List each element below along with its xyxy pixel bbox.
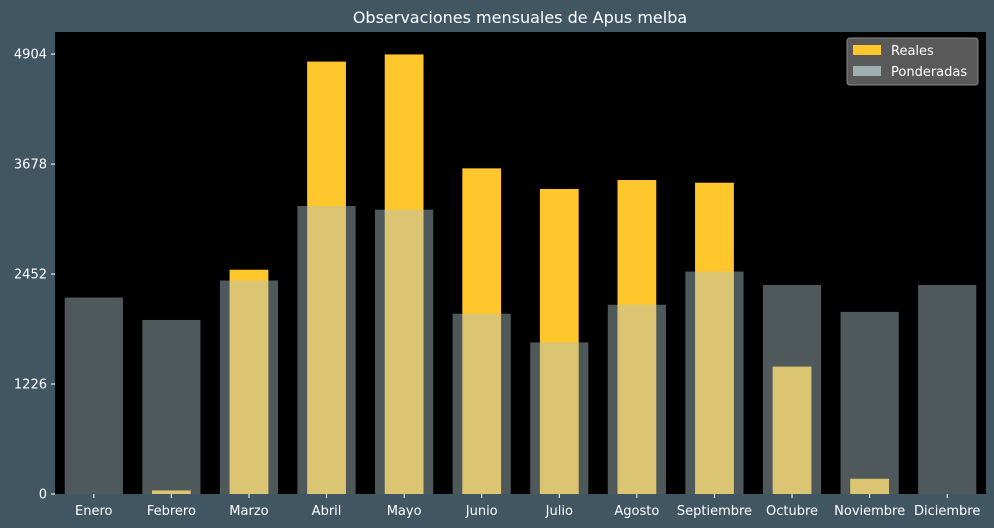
x-tick-label: Agosto — [614, 504, 659, 519]
bar-reales-mayo — [384, 54, 424, 494]
x-tick-label: Octubre — [766, 504, 818, 519]
bar-ponderadas-octubre — [762, 284, 822, 494]
legend-label-ponderadas: Ponderadas — [891, 65, 967, 80]
legend: Reales Ponderadas — [846, 37, 979, 86]
legend-swatch-ponderadas — [853, 66, 881, 76]
x-tick-label: Septiembre — [677, 504, 752, 519]
x-tick-label: Junio — [465, 504, 498, 519]
bar-reales-septiembre — [695, 182, 734, 494]
x-tick-label: Febrero — [147, 504, 196, 519]
x-tick-label: Abril — [312, 504, 342, 519]
y-tick-label: 3678 — [14, 158, 47, 173]
bar-ponderadas-marzo — [219, 280, 279, 494]
bar-ponderadas-junio — [452, 313, 511, 494]
legend-swatch-reales — [853, 45, 881, 55]
bar-ponderadas-diciembre — [918, 284, 977, 494]
bar-reales-febrero — [151, 490, 191, 494]
x-tick-label: Noviembre — [834, 504, 905, 519]
bar-ponderadas-abril — [297, 206, 356, 494]
bar-reales-agosto — [617, 180, 657, 495]
bar-ponderadas-agosto — [607, 304, 666, 494]
y-tick-label: 0 — [39, 488, 47, 503]
bar-ponderadas-febrero — [142, 319, 201, 494]
x-tick-label: Diciembre — [914, 504, 980, 519]
bar-reales-noviembre — [850, 478, 890, 494]
bar-reales-octubre — [772, 366, 812, 494]
bar-reales-junio — [462, 168, 502, 494]
x-tick-label: Enero — [75, 504, 113, 519]
bar-reales-julio — [539, 188, 579, 494]
bar-reales-abril — [307, 61, 346, 494]
x-tick-label: Marzo — [229, 504, 268, 519]
y-tick-label: 4904 — [14, 48, 47, 63]
y-tick-label: 1226 — [14, 378, 47, 393]
bar-ponderadas-julio — [530, 342, 589, 494]
bar-reales-marzo — [229, 269, 269, 494]
chart-title: Observaciones mensuales de Apus melba — [352, 8, 688, 27]
bar-ponderadas-septiembre — [685, 271, 744, 494]
y-tick-label: 2452 — [14, 268, 47, 283]
x-tick-label: Julio — [545, 504, 573, 519]
bar-ponderadas-enero — [64, 297, 123, 494]
bar-ponderadas-noviembre — [840, 311, 899, 494]
plot-area — [55, 32, 986, 494]
legend-label-reales: Reales — [891, 44, 934, 59]
bar-ponderadas-mayo — [375, 209, 434, 495]
x-tick-label: Mayo — [387, 504, 422, 519]
